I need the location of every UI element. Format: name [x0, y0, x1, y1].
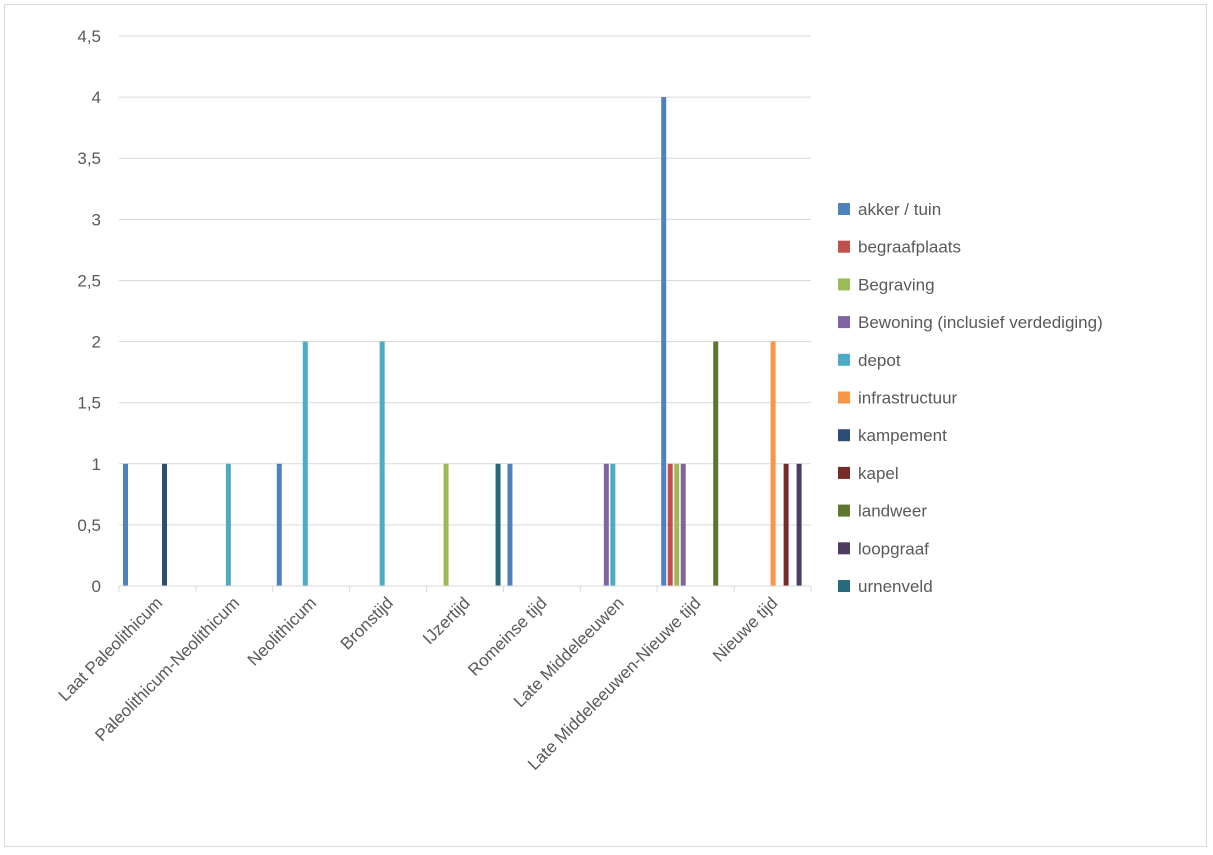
y-tick-label: 1,5 — [77, 394, 101, 413]
bar — [667, 463, 673, 586]
legend-swatch — [838, 240, 850, 253]
x-tick-label: Neolithicum — [244, 593, 320, 669]
bar — [796, 463, 802, 586]
y-tick-label: 3,5 — [77, 149, 101, 168]
legend-swatch — [838, 203, 850, 215]
bar — [674, 463, 680, 586]
x-axis-ticks: Laat PaleolithicumPaleolithicum-Neolithi… — [55, 593, 782, 773]
legend-label: kampement — [858, 426, 947, 445]
x-tick-label: Late Middeleeuwen-Nieuwe tijd — [524, 593, 704, 773]
bar — [276, 463, 282, 586]
y-axis-ticks: 0 0,5 1 1,5 2 2,5 3 3,5 4 4,5 — [77, 27, 101, 596]
x-tick-label: IJzertijd — [419, 593, 474, 648]
x-tick-label: Romeinse tijd — [464, 593, 550, 679]
y-tick-label: 0,5 — [77, 516, 101, 535]
legend-label: Begraving — [858, 275, 935, 294]
legend-swatch — [838, 542, 850, 555]
bar — [507, 463, 513, 586]
legend-label: Bewoning (inclusief verdediging) — [858, 313, 1103, 332]
legend-label: loopgraaf — [858, 539, 929, 558]
x-tick-label: Bronstijd — [337, 593, 397, 653]
legend-label: depot — [858, 351, 901, 370]
legend-label: begraafplaats — [858, 238, 961, 257]
bar — [713, 341, 719, 586]
y-tick-label: 2,5 — [77, 271, 101, 290]
legend-swatch — [838, 580, 850, 592]
y-tick-label: 2 — [92, 333, 101, 352]
legend-label: landweer — [858, 502, 927, 521]
x-tick-label: Nieuwe tijd — [709, 593, 781, 665]
bars — [123, 97, 802, 586]
legend-label: kapel — [858, 464, 899, 483]
gridlines — [119, 35, 811, 526]
bar — [225, 463, 231, 586]
bar — [443, 463, 449, 586]
bar — [680, 463, 686, 586]
legend-label: akker / tuin — [858, 200, 941, 219]
y-tick-label: 4,5 — [77, 27, 101, 46]
legend-swatch — [838, 391, 850, 404]
legend-swatch — [838, 278, 850, 291]
legend-swatch — [838, 353, 850, 366]
legend-swatch — [838, 466, 850, 479]
x-tick-label: Paleolithicum-Neolithicum — [91, 593, 243, 745]
bar — [162, 463, 167, 586]
legend-label: infrastructuur — [858, 389, 958, 408]
legend-swatch — [838, 316, 850, 329]
y-tick-label: 3 — [92, 210, 101, 229]
bar — [610, 463, 616, 586]
legend-label: urnenveld — [858, 577, 933, 596]
bar — [379, 341, 385, 586]
legend-swatch — [838, 504, 850, 517]
bar — [603, 463, 609, 586]
bar — [661, 97, 667, 586]
legend: akker / tuin begraafplaats Begraving Bewoni… — [838, 200, 1103, 596]
bar — [783, 463, 789, 586]
y-tick-label: 0 — [92, 577, 101, 596]
y-tick-label: 1 — [92, 455, 101, 474]
y-tick-label: 4 — [92, 88, 101, 107]
x-axis — [118, 585, 812, 592]
bar — [495, 463, 501, 586]
chart-frame — [4, 4, 1207, 847]
legend-swatch — [838, 429, 850, 442]
bar — [123, 463, 128, 586]
bar — [302, 341, 308, 586]
bar — [770, 341, 776, 586]
